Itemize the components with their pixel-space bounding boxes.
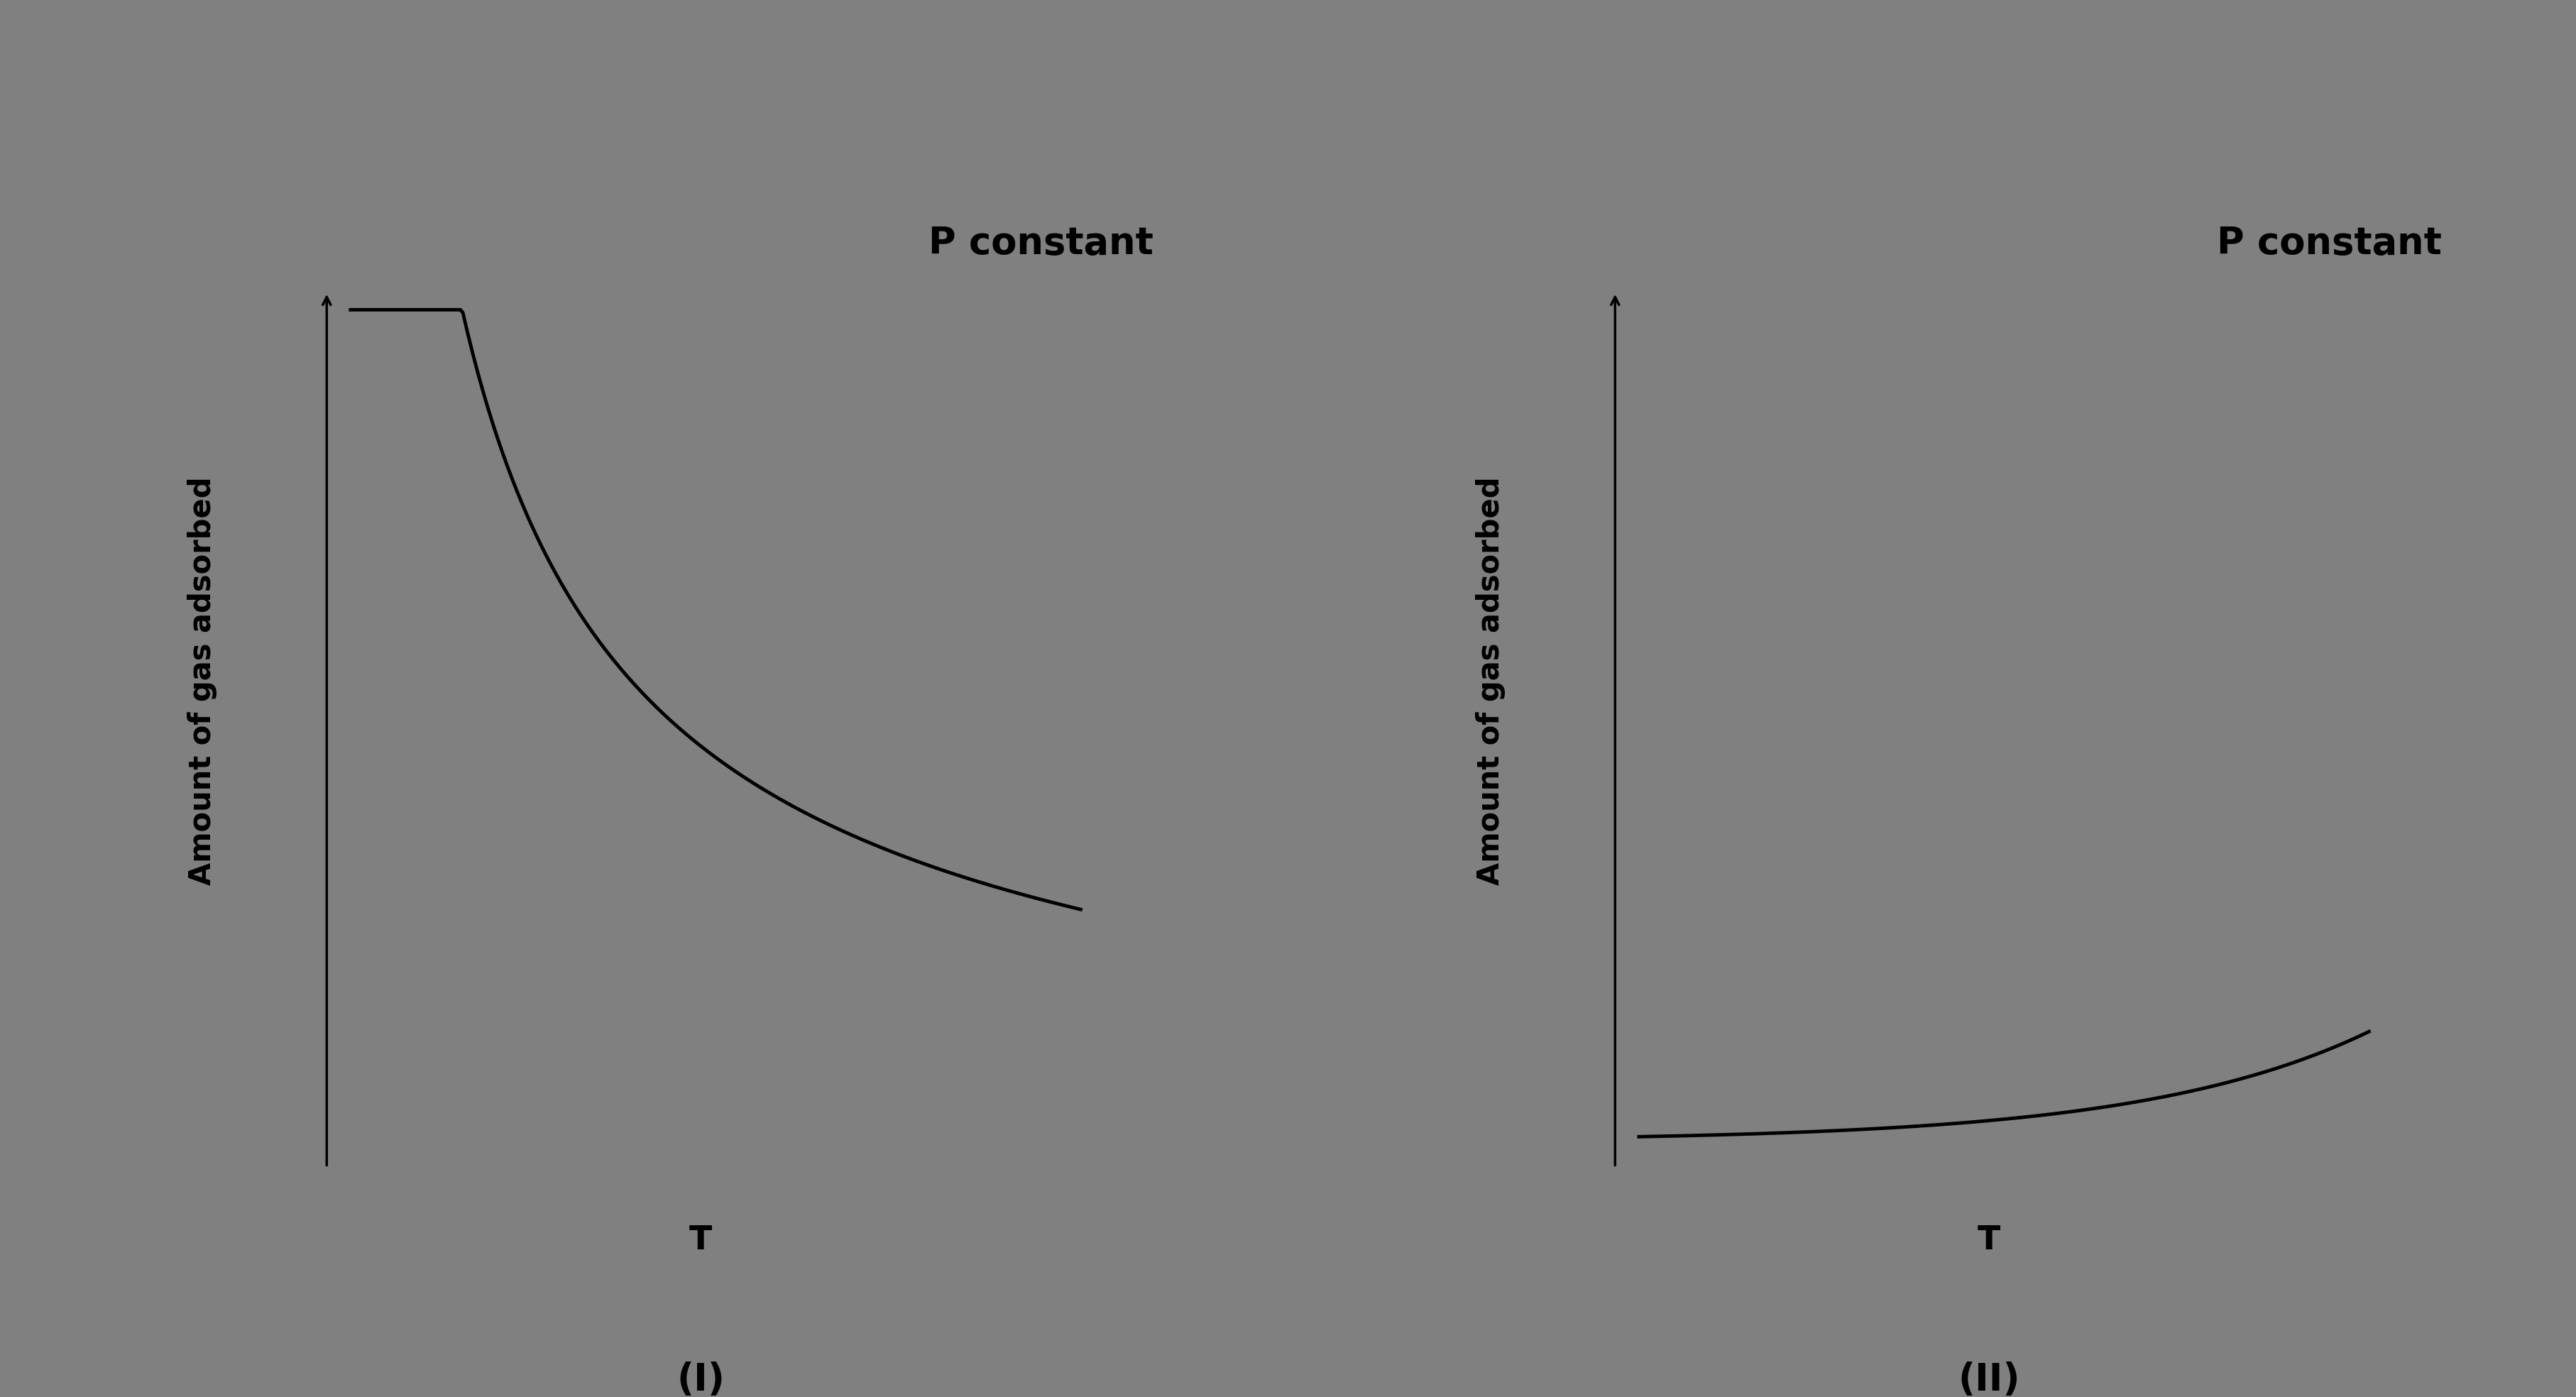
Text: P constant: P constant [2215,225,2442,263]
Text: Amount of gas adsorbed: Amount of gas adsorbed [1476,476,1504,886]
Text: P constant: P constant [927,225,1154,263]
Text: Amount of gas adsorbed: Amount of gas adsorbed [188,476,216,886]
Text: (I): (I) [677,1362,724,1397]
Text: (II): (II) [1958,1362,2020,1397]
Text: T: T [1978,1224,1999,1256]
Text: T: T [690,1224,711,1256]
